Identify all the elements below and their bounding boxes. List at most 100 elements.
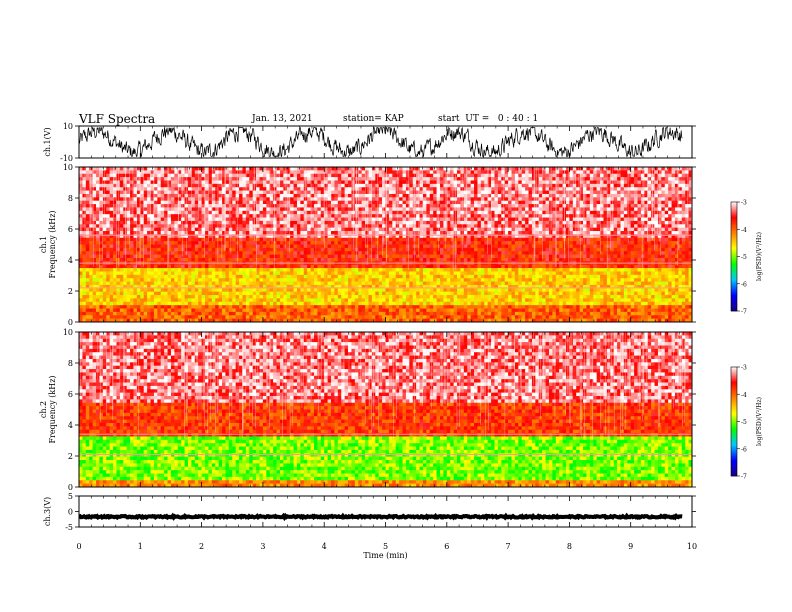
ch1-spectrogram-cell [535, 180, 540, 185]
ch1-spectrogram-cell [572, 167, 577, 171]
ch1-spectrogram-cell [657, 177, 662, 181]
ch1-spectrogram-cell [627, 190, 631, 195]
ch1-spectrogram-cell [354, 227, 359, 232]
ch1-spectrogram-cell [177, 204, 182, 208]
ch1-spectrogram-cell [405, 204, 410, 208]
ch1-spectrogram-cell [191, 197, 196, 201]
ch1-spectrogram-cell [194, 241, 199, 245]
ch1-spectrogram-cell [640, 254, 645, 259]
ch1-spectrogram-cell [89, 244, 93, 249]
ch1-spectrogram-cell [191, 167, 196, 171]
ch1-spectrogram-cell [392, 183, 397, 188]
ch1-spectrogram-cell [606, 204, 611, 208]
ch1-spectrogram-cell [409, 247, 414, 252]
ch1-spectrogram-cell [102, 200, 107, 205]
ch1-spectrogram-cell [531, 231, 536, 235]
ch1-spectrogram-cell [450, 251, 454, 255]
ch1-spectrogram-cell [463, 167, 468, 171]
ch1-spectrogram-cell [136, 193, 141, 198]
ch1-spectrogram-cell [371, 200, 376, 205]
ch1-spectrogram-cell [514, 244, 519, 249]
ch1-spectrogram-cell [569, 237, 574, 242]
ch1-spectrogram-cell [215, 190, 219, 195]
ch1-spectrogram-cell [552, 210, 557, 215]
ch1-spectrogram-cell [654, 251, 659, 255]
ch1-spectrogram-cell [269, 197, 274, 201]
ch1-spectrogram-cell [375, 190, 379, 195]
ch1-spectrogram-cell [150, 224, 155, 228]
ch1-spectrogram-cell [542, 177, 546, 181]
ch1-spectrogram-cell [630, 247, 635, 252]
ch1-spectrogram-cell [181, 237, 185, 242]
ch1-spectrogram-cell [375, 217, 379, 222]
ch1-spectrogram-cell [405, 197, 410, 201]
ch1-spectrogram-cell [467, 204, 471, 208]
ch1-spectrogram-cell [245, 244, 250, 249]
ch1-spectrogram-cell [664, 173, 669, 178]
ch1-spectrogram-cell [491, 254, 495, 259]
ch1-spectrogram-cell [416, 197, 420, 201]
ch1-spectrogram-cell [334, 241, 339, 245]
ch1-spectrogram-cell [252, 244, 257, 249]
ch1-spectrogram-cell [378, 207, 383, 212]
ch1-spectrogram-cell [310, 231, 315, 235]
ch1-spectrogram-cell [126, 237, 131, 242]
ch1-spectrogram-cell [555, 190, 560, 195]
ch1-spectrogram-cell [511, 204, 516, 208]
ch1-spectrogram-cell [119, 204, 124, 208]
ch1-spectrogram-cell [603, 210, 608, 215]
ch1-spectrogram-cell [167, 227, 172, 232]
ch1-spectrogram-cell [623, 183, 628, 188]
ch1-spectrogram-cell [685, 170, 689, 175]
ch1-spectrogram-cell [211, 210, 216, 215]
ch1-spectrogram-cell [514, 227, 519, 232]
ch1-spectrogram-cell [651, 234, 655, 239]
ch1-spectrogram-cell [678, 207, 683, 212]
ch1-spectrogram-cell [245, 167, 250, 171]
ch1-spectrogram-cell [96, 187, 100, 191]
ch1-spectrogram-cell [92, 241, 97, 245]
ch1-spectrogram-cell [508, 177, 512, 181]
ch1-spectrogram-cell [528, 183, 533, 188]
ch1-spectrogram-cell [419, 231, 424, 235]
ch1-spectrogram-cell [245, 207, 250, 212]
ch1-spectrogram-cell [538, 217, 543, 222]
ch1-spectrogram-cell [579, 207, 584, 212]
ch1-spectrogram-cell [671, 227, 676, 232]
ch1-spectrogram-cell [136, 231, 141, 235]
ch1-spectrogram-cell [307, 217, 311, 222]
ch1-spectrogram-cell [211, 190, 216, 195]
ch1-spectrogram-cell [463, 187, 468, 191]
ch1-spectrogram-cell [276, 254, 281, 259]
ch1-spectrogram-cell [344, 167, 349, 171]
ch1-spectrogram-cell [208, 217, 213, 222]
ch1-spectrogram-cell [276, 177, 281, 181]
ch1-spectrogram-cell [239, 200, 243, 205]
ch1-spectrogram-cell [126, 220, 131, 225]
ch1-spectrogram-cell [208, 224, 213, 228]
ch1-spectrogram-cell [303, 237, 308, 242]
ch1-spectrogram-cell [514, 247, 519, 252]
ch1-spectrogram-cell [361, 244, 366, 249]
ch1-spectrogram-cell [106, 200, 110, 205]
ch1-spectrogram-cell [215, 251, 219, 255]
ch1-spectrogram-cell [85, 204, 90, 208]
ch1-spectrogram-cell [399, 227, 403, 232]
ch1-spectrogram-cell [548, 214, 553, 218]
ch1-spectrogram-cell [654, 180, 659, 185]
ch1-spectrogram-cell [126, 180, 131, 185]
ch1-spectrogram-cell [576, 237, 580, 242]
ch1-spectrogram-cell [664, 197, 669, 201]
ch1-spectrogram-cell [99, 244, 104, 249]
ch1-spectrogram-cell [630, 217, 635, 222]
ch1-spectrogram-cell [348, 193, 352, 198]
ch1-spectrogram-cell [477, 170, 482, 175]
ch1-spectrogram-cell [191, 193, 196, 198]
ch1-spectrogram-cell [426, 177, 431, 181]
ch1-spectrogram-cell [334, 237, 339, 242]
ch1-spectrogram-cell [637, 173, 642, 178]
ch1-spectrogram-cell [269, 231, 274, 235]
ch1-spectrogram-cell [501, 214, 505, 218]
ch1-spectrogram-cell [572, 244, 577, 249]
ch1-spectrogram-cell [245, 204, 250, 208]
